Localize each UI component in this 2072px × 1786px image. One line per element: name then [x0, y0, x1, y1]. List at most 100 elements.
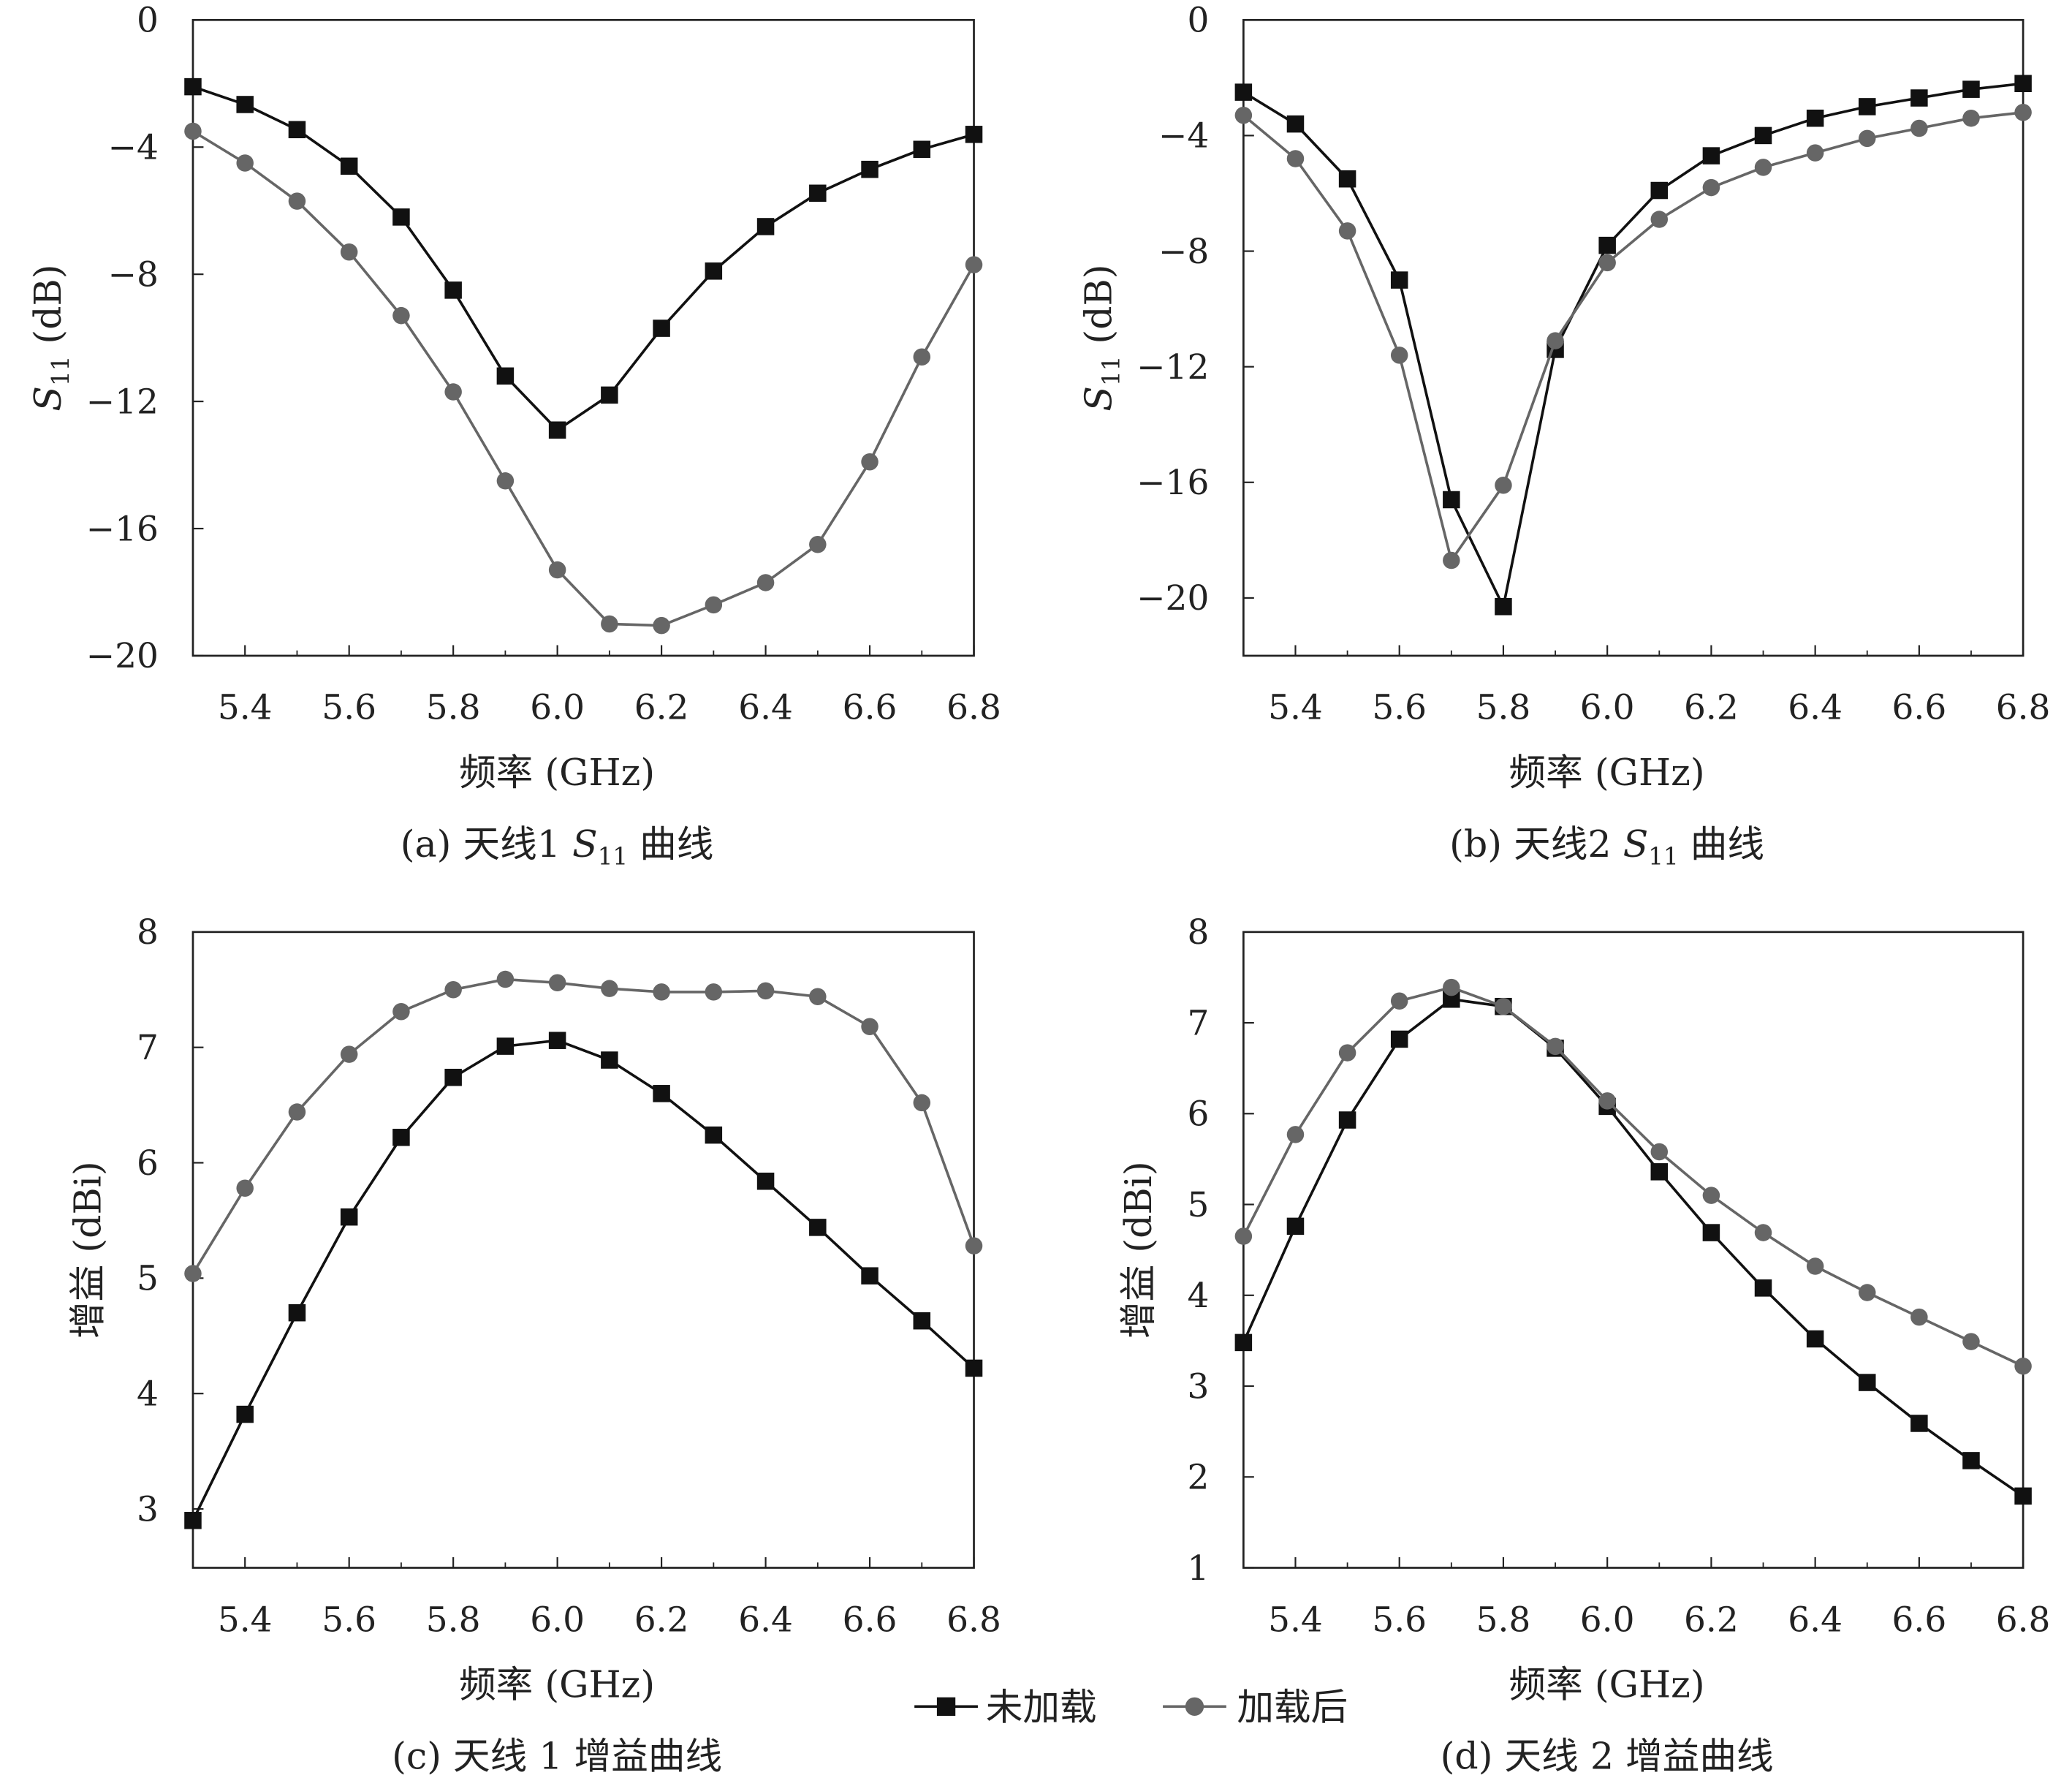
data-point-square — [2014, 1487, 2032, 1505]
x-tick-label: 6.6 — [843, 1600, 898, 1640]
x-tick-label: 6.4 — [1788, 1600, 1843, 1640]
plot-frame — [1242, 18, 2024, 657]
y-tick-label: 8 — [1187, 912, 1209, 953]
caption-symbol: S — [572, 822, 598, 866]
x-tick-label: 5.6 — [1372, 1600, 1427, 1640]
data-point-circle — [705, 596, 723, 614]
y-tick-label: 4 — [1187, 1276, 1209, 1316]
data-point-circle — [2014, 1357, 2032, 1375]
data-point-circle — [288, 1103, 306, 1121]
data-point-square — [1286, 115, 1305, 133]
data-point-circle — [340, 1045, 358, 1063]
y-label-subscript: 11 — [1097, 356, 1125, 386]
data-point-square — [1962, 1452, 1980, 1469]
y-label-symbol: S — [26, 386, 69, 412]
legend-label-unloaded: 未加载 — [986, 1685, 1097, 1728]
data-point-square — [1390, 271, 1408, 289]
y-tick-label: 6 — [1187, 1094, 1209, 1135]
data-point-circle — [1702, 178, 1720, 197]
data-point-circle — [653, 616, 670, 635]
data-point-square — [236, 96, 254, 113]
caption-prefix: (c) 天线 1 增益曲线 — [392, 1734, 722, 1777]
data-point-circle — [548, 974, 566, 992]
data-point-circle — [653, 983, 670, 1001]
series-line — [1242, 110, 2024, 564]
series-loaded — [184, 970, 983, 1282]
data-point-square — [705, 262, 723, 280]
data-point-square — [548, 421, 566, 439]
y-label-symbol: S — [1077, 386, 1120, 412]
x-tick-label: 6.0 — [530, 688, 585, 728]
x-tick-label: 5.4 — [218, 688, 273, 728]
x-tick-label: 6.8 — [946, 688, 1001, 728]
data-point-square — [444, 281, 462, 299]
data-point-circle — [1443, 551, 1460, 570]
x-tick-label: 5.4 — [1268, 688, 1323, 728]
data-point-square — [1962, 80, 1980, 98]
data-point-circle — [1443, 978, 1460, 996]
panel-d: 5.4 5.6 5.8 6.0 6.2 6.4 6.6 6.8 8 7 6 5 4 3 2 1 频率 (GHz)… — [1117, 912, 2051, 1777]
data-point-circle — [756, 574, 775, 591]
data-point-square — [601, 1051, 618, 1069]
data-point-square — [1443, 991, 1460, 1008]
data-point-square — [184, 77, 202, 96]
data-point-square — [1234, 83, 1253, 101]
x-tick-label: 5.8 — [1476, 1600, 1531, 1640]
y-axis-label: S11 (dB) — [1077, 265, 1126, 412]
data-point-circle — [1962, 1333, 1980, 1350]
data-point-square — [1754, 126, 1772, 145]
caption-prefix: (b) 天线2 — [1449, 822, 1623, 866]
panel-caption: (c) 天线 1 增益曲线 — [392, 1734, 722, 1777]
series-line — [1242, 82, 2024, 611]
y-tick-label: 5 — [137, 1259, 159, 1299]
y-tick-label: −12 — [86, 382, 159, 422]
data-point-circle — [1650, 211, 1669, 228]
y-tick-label: −4 — [1158, 116, 1209, 156]
data-point-square — [1286, 1217, 1305, 1236]
caption-suffix: 曲线 — [628, 822, 713, 866]
series-line — [1242, 985, 2024, 1368]
y-tick-label: −4 — [108, 127, 159, 167]
data-point-circle — [1286, 1126, 1305, 1143]
data-point-circle — [1234, 106, 1253, 124]
y-tick-label: −8 — [1158, 232, 1209, 272]
data-point-circle — [861, 453, 878, 471]
data-point-square — [2014, 75, 2032, 93]
legend-marker-circle — [1185, 1697, 1204, 1717]
y-tick-label: −20 — [86, 636, 159, 676]
data-point-square — [392, 208, 410, 226]
legend-marker-square — [936, 1697, 956, 1717]
data-point-circle — [1859, 129, 1876, 148]
caption-subscript: 11 — [598, 843, 628, 871]
data-point-square — [288, 121, 306, 139]
x-tick-label: 5.8 — [426, 1600, 481, 1640]
data-point-circle — [1754, 1224, 1772, 1241]
data-point-square — [1495, 598, 1512, 616]
x-tick-label: 6.8 — [1996, 1600, 2051, 1640]
x-tick-label: 5.8 — [426, 688, 481, 728]
data-point-square — [1650, 1163, 1669, 1181]
y-axis-label: 增益 (dBi) — [66, 1161, 109, 1339]
data-point-square — [965, 1359, 983, 1377]
data-point-circle — [184, 122, 202, 140]
x-tick-label: 6.2 — [634, 1600, 689, 1640]
data-point-circle — [444, 981, 462, 999]
data-point-square — [496, 1037, 515, 1055]
data-point-circle — [444, 383, 462, 401]
data-point-circle — [1806, 144, 1824, 162]
plot-frame — [191, 18, 975, 657]
x-tick-label: 6.2 — [1684, 688, 1739, 728]
caption-symbol: S — [1623, 822, 1649, 866]
x-tick-label: 6.4 — [738, 1600, 793, 1640]
data-point-circle — [236, 154, 254, 172]
data-point-circle — [1598, 1092, 1616, 1110]
data-point-square — [1650, 181, 1669, 200]
data-point-circle — [601, 980, 618, 997]
data-point-circle — [1910, 119, 1928, 137]
caption-subscript: 11 — [1648, 843, 1678, 871]
data-point-square — [601, 386, 618, 404]
data-point-circle — [496, 970, 515, 988]
caption-prefix: (d) 天线 2 增益曲线 — [1441, 1734, 1774, 1777]
panel-b: 5.4 5.6 5.8 6.0 6.2 6.4 6.6 6.8 0 −4 −8 −12 −16 −20 频率… — [1077, 1, 2051, 871]
data-point-circle — [184, 1265, 202, 1282]
